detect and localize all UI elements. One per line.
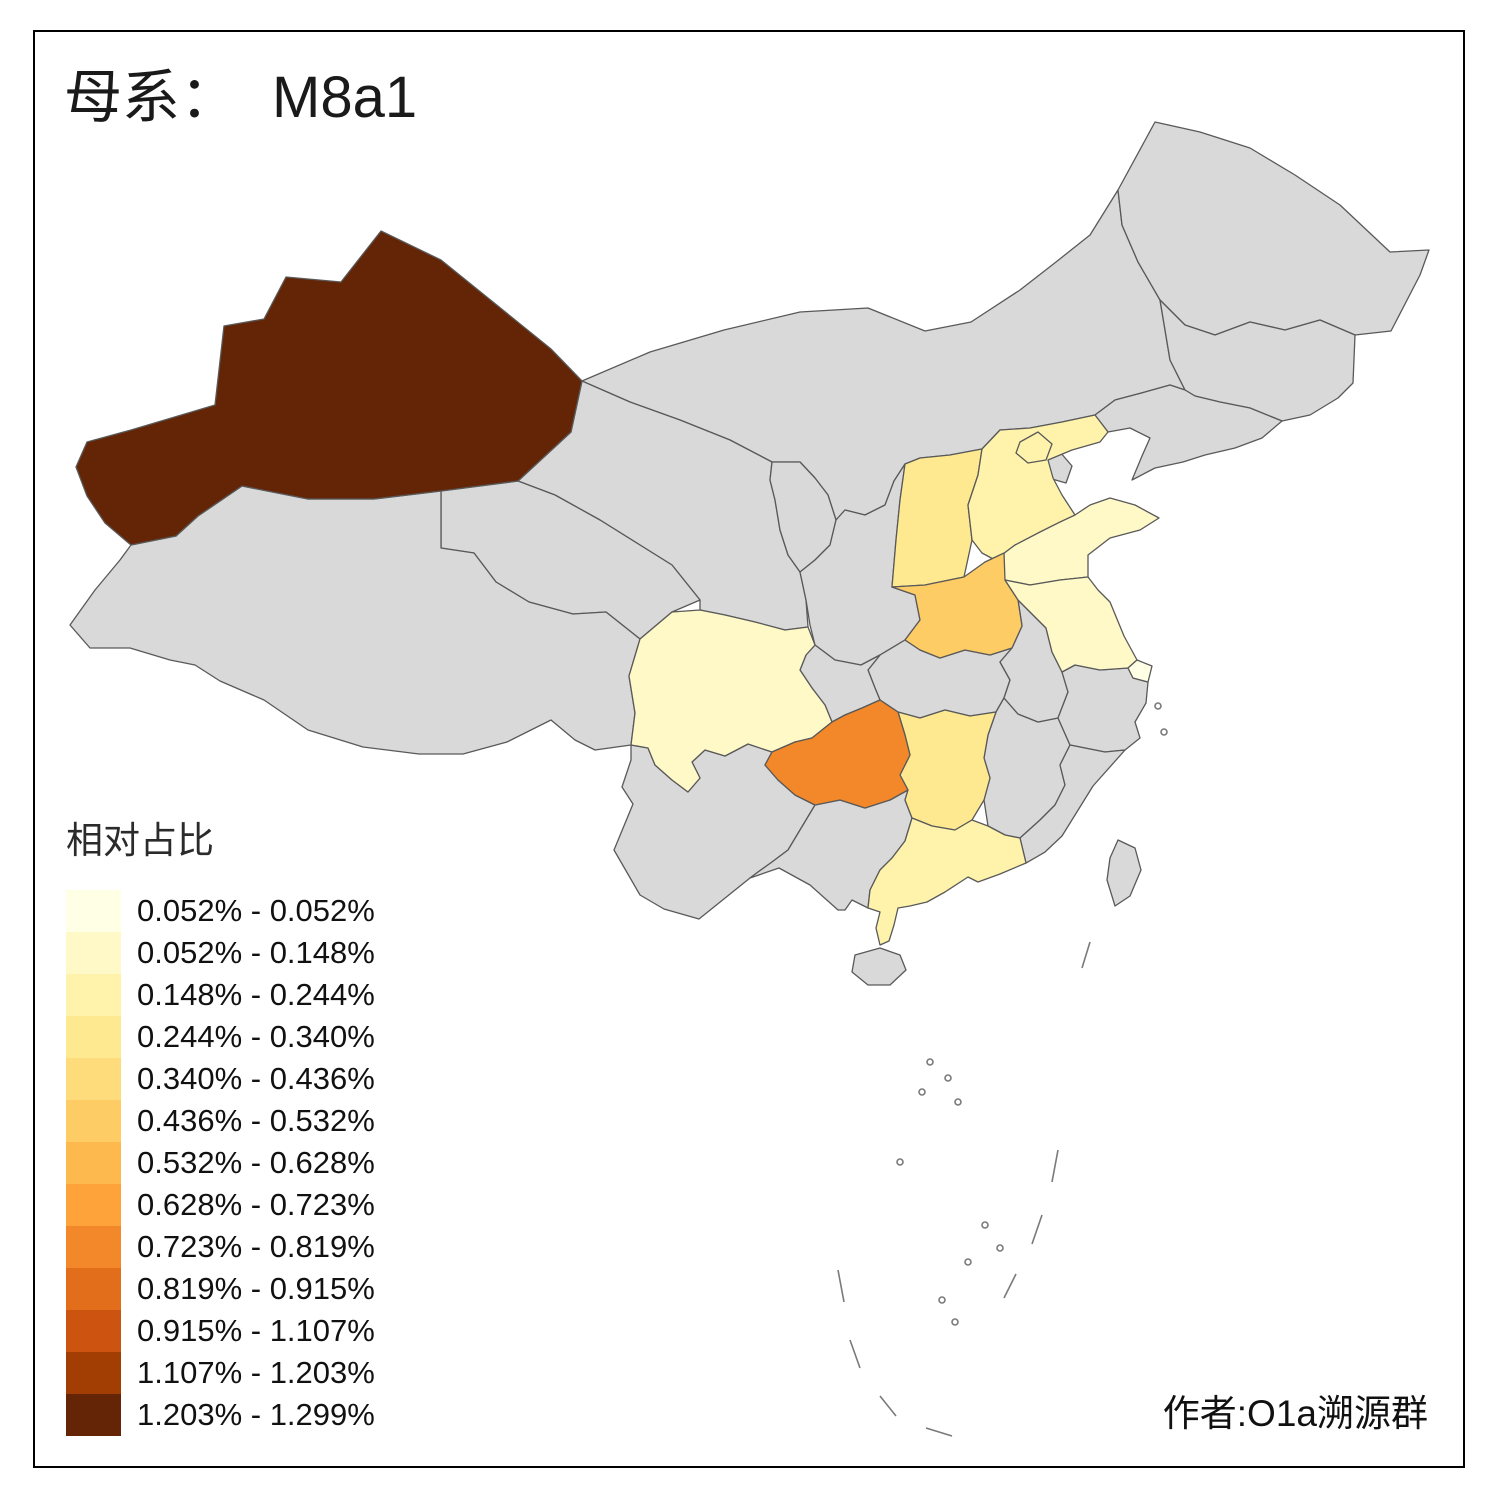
legend-swatch xyxy=(66,1226,121,1268)
dash-line xyxy=(1081,941,1091,969)
legend-item: 0.052% - 0.052% xyxy=(66,890,375,932)
province-heilongjiang xyxy=(1117,121,1430,336)
province-guizhou xyxy=(764,699,911,809)
province-fujian xyxy=(1019,744,1126,864)
legend-label: 0.628% - 0.723% xyxy=(137,1187,375,1222)
legend-title: 相对占比 xyxy=(66,820,214,861)
legend-swatch xyxy=(66,1100,121,1142)
dash-line xyxy=(1031,1214,1043,1245)
legend-label: 0.052% - 0.148% xyxy=(137,935,375,970)
legend-label: 0.244% - 0.340% xyxy=(137,1019,375,1054)
legend-item: 0.532% - 0.628% xyxy=(66,1142,375,1184)
dash-line xyxy=(1003,1273,1017,1299)
legend-swatch xyxy=(66,932,121,974)
dash-line xyxy=(925,1427,953,1437)
legend-swatch xyxy=(66,974,121,1016)
province-henan xyxy=(891,552,1023,659)
legend-item: 0.148% - 0.244% xyxy=(66,974,375,1016)
legend-item: 1.203% - 1.299% xyxy=(66,1394,375,1436)
legend-label: 0.436% - 0.532% xyxy=(137,1103,375,1138)
province-hebei xyxy=(967,414,1109,561)
legend-swatch xyxy=(66,1016,121,1058)
legend-swatch xyxy=(66,1268,121,1310)
legend-swatch xyxy=(66,890,121,932)
province-hainan xyxy=(851,947,907,986)
dash-line xyxy=(879,1395,897,1417)
legend-item: 0.723% - 0.819% xyxy=(66,1226,375,1268)
legend-label: 0.819% - 0.915% xyxy=(137,1271,375,1306)
province-liaoning xyxy=(1094,384,1283,481)
legend-item: 0.052% - 0.148% xyxy=(66,932,375,974)
legend-label: 0.532% - 0.628% xyxy=(137,1145,375,1180)
legend-label: 1.107% - 1.203% xyxy=(137,1355,375,1390)
legend-label: 0.723% - 0.819% xyxy=(137,1229,375,1264)
legend-swatch xyxy=(66,1310,121,1352)
legend-item: 0.819% - 0.915% xyxy=(66,1268,375,1310)
legend-item: 0.436% - 0.532% xyxy=(66,1100,375,1142)
author-credit: 作者:O1a溯源群 xyxy=(1162,1393,1428,1434)
legend-label: 0.915% - 1.107% xyxy=(137,1313,375,1348)
province-guangdong xyxy=(867,817,1027,946)
dash-line xyxy=(849,1339,861,1369)
legend-swatch xyxy=(66,1058,121,1100)
dash-line xyxy=(837,1269,845,1303)
province-shanxi xyxy=(891,448,983,588)
haplogroup-label: M8a1 xyxy=(272,65,418,130)
legend-item: 0.340% - 0.436% xyxy=(66,1058,375,1100)
title-prefix: 母系： xyxy=(64,65,239,130)
province-beijing xyxy=(1015,431,1053,464)
legend-swatch xyxy=(66,1394,121,1436)
province-hunan xyxy=(897,709,997,831)
legend-label: 1.203% - 1.299% xyxy=(137,1397,375,1432)
legend-swatch xyxy=(66,1142,121,1184)
legend-item: 1.107% - 1.203% xyxy=(66,1352,375,1394)
legend-item: 0.915% - 1.107% xyxy=(66,1310,375,1352)
south-china-sea-islets xyxy=(837,702,1168,1437)
legend-swatch xyxy=(66,1352,121,1394)
legend-swatch xyxy=(66,1184,121,1226)
province-taiwan xyxy=(1106,839,1142,907)
legend-label: 0.148% - 0.244% xyxy=(137,977,375,1012)
province-shanghai xyxy=(1127,659,1153,683)
page-title: 母系： M8a1 xyxy=(64,66,417,130)
legend: 相对占比 0.052% - 0.052% 0.052% - 0.148% 0.1… xyxy=(66,810,375,1436)
legend-item: 0.628% - 0.723% xyxy=(66,1184,375,1226)
dash-line xyxy=(1051,1149,1059,1183)
legend-label: 0.340% - 0.436% xyxy=(137,1061,375,1096)
province-xinjiang xyxy=(75,230,583,546)
legend-item: 0.244% - 0.340% xyxy=(66,1016,375,1058)
legend-label: 0.052% - 0.052% xyxy=(137,893,375,928)
